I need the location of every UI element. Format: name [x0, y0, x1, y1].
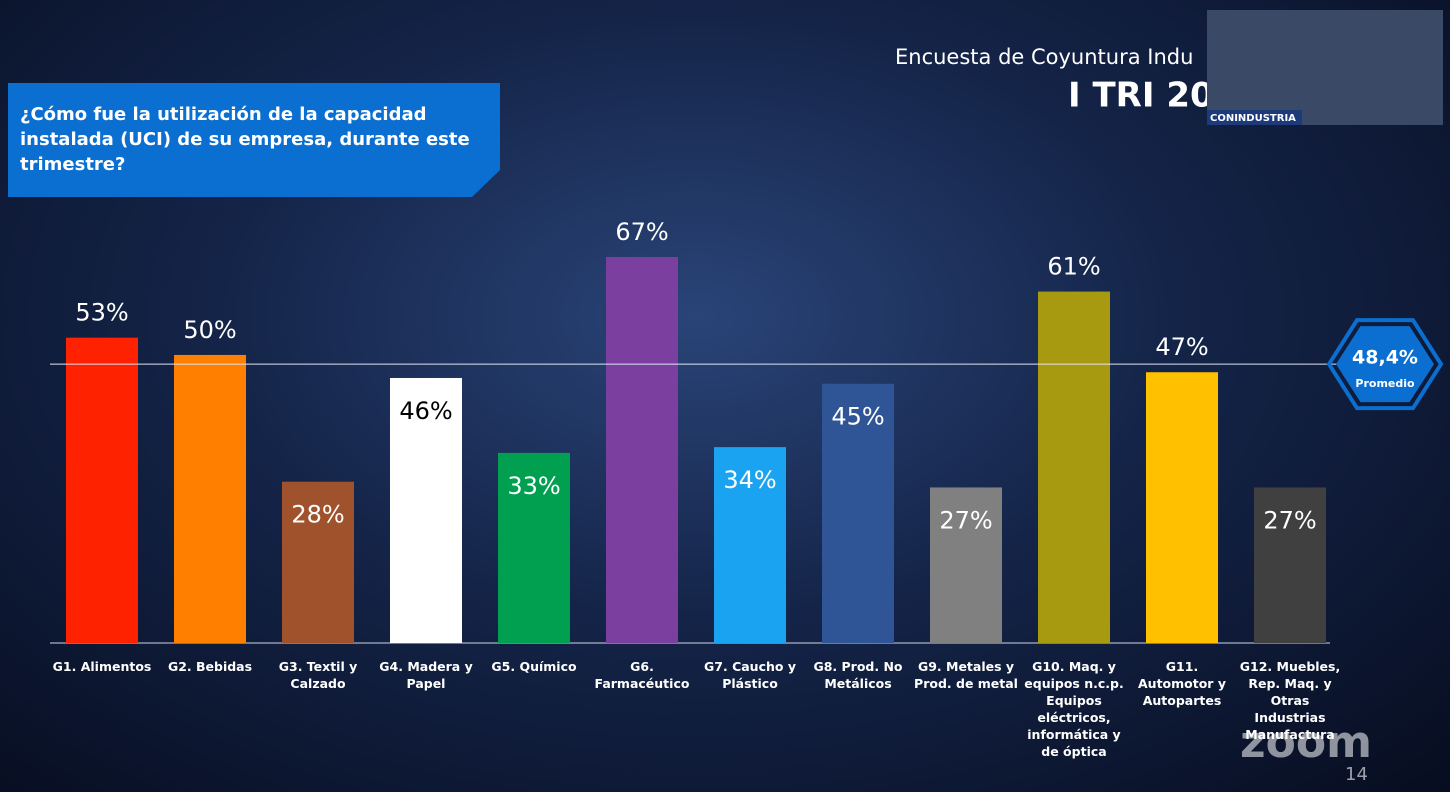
slide-title: Encuesta de Coyuntura Indu: [895, 45, 1193, 69]
bar: [1038, 291, 1110, 643]
bar: [174, 354, 246, 643]
average-badge: [1336, 326, 1434, 403]
category-label: G11. Automotor y Autopartes: [1138, 659, 1226, 708]
bar: [66, 337, 138, 643]
average-caption: Promedio: [1355, 377, 1415, 390]
value-label: 67%: [615, 218, 668, 246]
page-number: 14: [1345, 764, 1368, 785]
value-label: 27%: [939, 506, 992, 534]
category-label: G1. Alimentos: [52, 659, 152, 674]
bar: [282, 481, 354, 643]
value-label: 53%: [75, 299, 128, 327]
category-label: G10. Maq. y equipos n.c.p. Equipos eléct…: [1024, 659, 1124, 759]
value-label: 50%: [183, 316, 236, 344]
question: ¿Cómo fue la utilización de la capacidad…: [20, 104, 470, 175]
category-label: G5. Químico: [491, 659, 577, 674]
average-badge-outer: [1326, 318, 1444, 411]
value-label: 45%: [831, 403, 884, 431]
zoom-logo: zoom: [1240, 717, 1372, 768]
bar: [1146, 372, 1218, 643]
category-label: G9. Metales y Prod. de metal: [914, 659, 1018, 691]
value-label: 61%: [1047, 253, 1100, 281]
category-label: G7. Caucho y Plástico: [704, 659, 796, 691]
value-label: 46%: [399, 397, 452, 425]
value-label: 27%: [1263, 506, 1316, 534]
question-box: [8, 83, 500, 197]
value-label: 47%: [1155, 333, 1208, 361]
bar: [930, 487, 1002, 643]
bar: [822, 383, 894, 643]
video-label: CONINDUSTRIA: [1210, 113, 1296, 124]
value-label: 34%: [723, 466, 776, 494]
value-label: 33%: [507, 472, 560, 500]
bar: [498, 452, 570, 643]
category-label: G6. Farmacéutico: [594, 659, 690, 691]
average-label: 48,4%: [1352, 347, 1418, 369]
category-label: G2. Bebidas: [167, 659, 253, 674]
bar: [714, 447, 786, 643]
category-label: G4. Madera y Papel: [379, 659, 473, 691]
category-label: G12. Muebles, Rep. Maq. y Otras Industri…: [1239, 659, 1341, 742]
category-label: G8. Prod. No Metálicos: [813, 659, 903, 691]
category-label: G3. Textil y Calzado: [278, 659, 358, 691]
bar: [1254, 487, 1326, 643]
slide-subtitle: I TRI 20: [1068, 76, 1214, 116]
video-label-bg: [1207, 110, 1302, 125]
value-label: 28%: [291, 501, 344, 529]
video-overlay: [1207, 10, 1443, 125]
bar: [390, 377, 462, 643]
bar: [606, 257, 678, 643]
